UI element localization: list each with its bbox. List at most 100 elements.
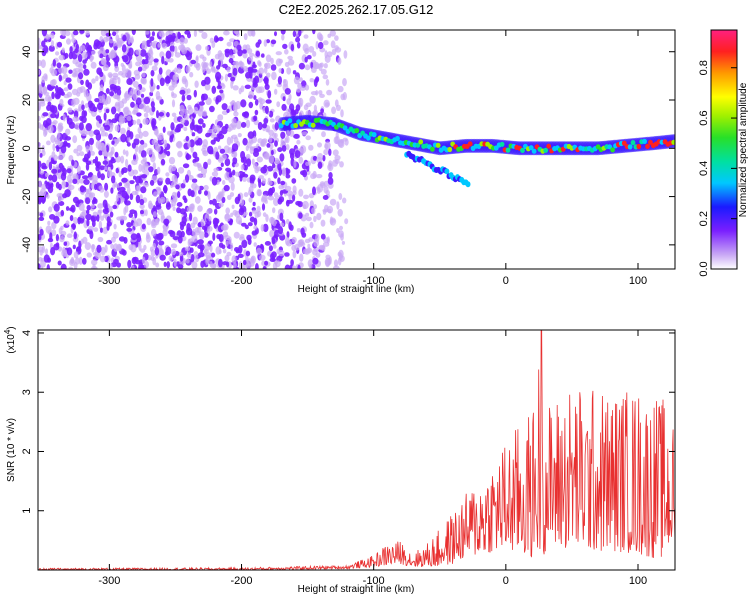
spectrogram-ytick-label: -20 bbox=[21, 189, 33, 205]
spectrogram-noise-mark bbox=[274, 88, 278, 95]
spectrogram-noise-mark bbox=[193, 162, 200, 167]
spectrogram-noise-mark bbox=[274, 159, 281, 165]
spectrogram-noise-mark bbox=[64, 189, 71, 198]
spectrogram-noise-mark bbox=[52, 120, 58, 125]
spectrogram-noise-mark bbox=[256, 205, 261, 213]
spectrogram-ridge-mark bbox=[546, 143, 552, 149]
spectrogram-ridge-mark bbox=[366, 135, 371, 141]
spectrogram-noise-mark bbox=[80, 79, 84, 85]
spectrogram-noise-mark bbox=[131, 265, 135, 269]
spectrogram-noise-mark bbox=[330, 40, 336, 49]
spectrogram-noise-mark bbox=[78, 46, 83, 53]
spectrogram-noise-mark bbox=[269, 216, 275, 224]
spectrogram-noise-mark bbox=[192, 228, 196, 237]
spectrogram-noise-mark bbox=[96, 244, 102, 253]
spectrogram-noise-mark bbox=[80, 131, 88, 136]
spectrogram-noise-mark bbox=[67, 83, 73, 90]
spectrogram-noise-mark bbox=[211, 40, 216, 49]
spectrogram-noise-mark bbox=[181, 216, 187, 224]
spectrogram-noise-mark bbox=[177, 31, 181, 40]
spectrogram-noise-mark bbox=[231, 204, 235, 209]
spectrogram-noise-mark bbox=[127, 259, 132, 269]
spectrogram-noise-mark bbox=[245, 72, 251, 79]
spectrogram-noise-mark bbox=[115, 167, 120, 174]
spectrogram-noise-mark bbox=[99, 255, 106, 263]
spectrogram-noise-mark bbox=[153, 58, 159, 63]
spectrogram-noise-mark bbox=[121, 197, 125, 203]
spectrogram-noise-mark bbox=[254, 109, 259, 116]
spectrogram-noise-mark bbox=[177, 150, 183, 158]
spectrogram-noise-mark bbox=[243, 66, 248, 72]
snr-ytick-label: 4 bbox=[21, 330, 33, 336]
spectrogram-noise-mark bbox=[111, 175, 116, 184]
spectrogram-noise-mark bbox=[309, 221, 314, 229]
spectrogram-noise-mark bbox=[320, 68, 327, 75]
spectrogram-noise-mark bbox=[223, 235, 231, 241]
spectrogram-noise-mark bbox=[168, 156, 176, 165]
spectrogram-noise-mark bbox=[58, 162, 64, 169]
spectrogram-noise-mark bbox=[41, 162, 47, 169]
snr-multiplier-close: ) bbox=[6, 326, 17, 329]
spectrogram-noise-mark bbox=[59, 125, 64, 132]
spectrogram-noise-mark bbox=[77, 53, 83, 63]
spectrogram-noise-mark bbox=[266, 143, 271, 148]
spectrogram-noise-mark bbox=[139, 123, 143, 129]
spectrogram-noise-mark bbox=[144, 261, 149, 269]
spectrogram-ridge-mark bbox=[645, 143, 650, 149]
spectrogram-noise-mark bbox=[121, 44, 127, 53]
spectrogram-ridge-mark bbox=[630, 140, 636, 146]
spectrogram-noise-mark bbox=[255, 247, 263, 255]
spectrogram-noise-mark bbox=[298, 188, 304, 197]
spectrogram-ridge-mark bbox=[287, 118, 293, 124]
spectrogram-noise-mark bbox=[342, 197, 347, 204]
spectrogram-noise-mark bbox=[186, 94, 192, 101]
spectrogram-noise-mark bbox=[161, 153, 167, 158]
spectrogram-noise-mark bbox=[242, 176, 247, 182]
spectrogram-noise-mark bbox=[182, 163, 190, 169]
spectrogram-noise-mark bbox=[65, 206, 70, 211]
spectrogram-noise-mark bbox=[126, 227, 133, 232]
spectrogram-noise-mark bbox=[189, 212, 193, 222]
spectrogram-noise-mark bbox=[129, 193, 134, 201]
spectrogram-noise-mark bbox=[86, 219, 90, 227]
spectrogram-noise-mark bbox=[111, 236, 116, 243]
spectrogram-noise-mark bbox=[257, 189, 262, 197]
spectrogram-noise-mark bbox=[315, 174, 323, 179]
spectrogram-noise-mark bbox=[117, 107, 121, 113]
spectrogram-noise-mark bbox=[56, 146, 60, 152]
spectrogram-noise-mark bbox=[85, 188, 90, 195]
spectrogram-noise-mark bbox=[246, 48, 253, 54]
spectrogram-noise-mark bbox=[234, 171, 241, 177]
spectrogram-noise-mark bbox=[230, 242, 234, 252]
spectrogram-noise-mark bbox=[58, 74, 62, 82]
spectrogram-noise-mark bbox=[290, 259, 294, 267]
spectrogram-noise-mark bbox=[242, 137, 248, 146]
spectrogram-xtick-label: -100 bbox=[363, 275, 385, 287]
spectrogram-noise-mark bbox=[120, 155, 125, 164]
spectrogram-noise-mark bbox=[140, 150, 147, 158]
spectrogram-noise-mark bbox=[326, 236, 330, 244]
spectrogram-noise-mark bbox=[157, 208, 164, 215]
spectrogram-noise-mark bbox=[140, 264, 145, 269]
spectrogram-noise-mark bbox=[295, 104, 301, 112]
spectrogram-noise-mark bbox=[141, 42, 148, 51]
spectrogram-noise-mark bbox=[255, 263, 259, 269]
spectrogram-noise-mark bbox=[312, 248, 318, 256]
spectrogram-noise-mark bbox=[211, 198, 217, 206]
spectrogram-noise-mark bbox=[240, 121, 247, 128]
spectrogram-noise-mark bbox=[38, 115, 41, 122]
spectrogram-noise-mark bbox=[177, 191, 181, 198]
spectrogram-noise-mark bbox=[193, 251, 199, 260]
spectrogram-noise-mark bbox=[344, 218, 349, 225]
spectrogram-noise-mark bbox=[226, 136, 232, 146]
spectrogram-noise-mark bbox=[198, 101, 205, 106]
spectrogram-noise-mark bbox=[82, 59, 87, 64]
spectrogram-noise-mark bbox=[305, 110, 312, 117]
spectrogram-noise-mark bbox=[176, 202, 183, 207]
spectrogram-noise-mark bbox=[195, 44, 202, 51]
spectrogram-noise-mark bbox=[126, 115, 132, 121]
spectrogram-noise-mark bbox=[73, 30, 79, 36]
spectrogram-ridge-mark bbox=[636, 143, 642, 150]
spectrogram-noise-mark bbox=[207, 240, 213, 245]
spectrogram-noise-mark bbox=[258, 86, 265, 93]
